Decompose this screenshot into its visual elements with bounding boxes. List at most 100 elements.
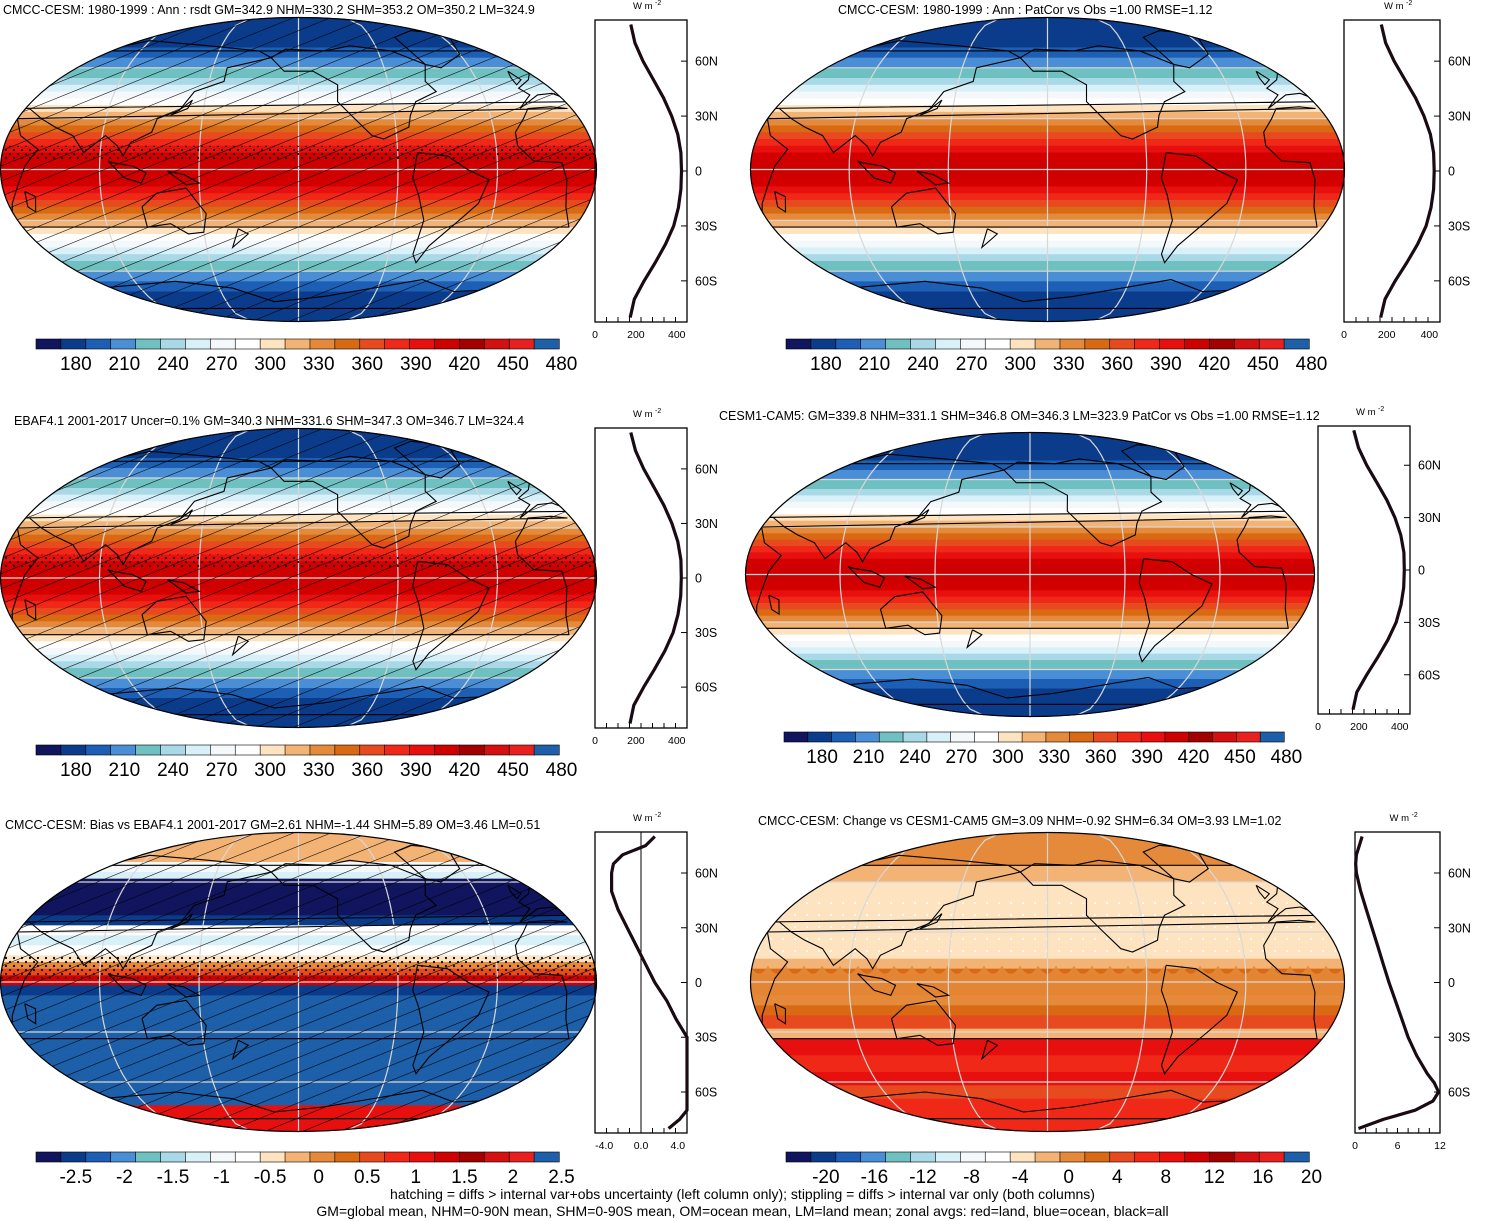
zonal-mean-line	[628, 24, 684, 318]
colorbar-label: 4	[1112, 1167, 1123, 1188]
colorbar-swatch	[284, 338, 311, 350]
panel-title: CMCC-CESM: 1980-1999 : Ann : PatCor vs O…	[838, 3, 1213, 17]
map	[0, 428, 597, 728]
colorbar: 180 210 240 270 300 330 360 390 420 450 480	[785, 338, 1327, 375]
lat-tick-label: 30S	[695, 1031, 717, 1045]
panel-title: CESM1-CAM5: GM=339.8 NHM=331.1 SHM=346.8…	[719, 409, 1320, 423]
x-tick-label: 12	[1434, 1140, 1446, 1152]
x-tick-label: 4.0	[670, 1140, 685, 1152]
colorbar-swatch	[533, 1151, 560, 1163]
lat-tick-label: 30N	[695, 921, 718, 935]
unit-label: W m	[1390, 813, 1410, 824]
meridian	[1091, 17, 1148, 322]
colorbar-swatch	[508, 744, 535, 756]
colorbar-label: 300	[254, 354, 286, 375]
coastline	[774, 1003, 787, 1025]
colorbar-swatch	[1045, 731, 1071, 743]
colorbar-swatch	[984, 338, 1011, 350]
graticule	[750, 832, 1345, 1132]
colorbar-swatch	[533, 338, 560, 350]
x-tick-label: 400	[668, 329, 686, 341]
lat-tick-label: 60S	[695, 1085, 717, 1099]
colorbar-label: -4	[1012, 1167, 1029, 1188]
colorbar-swatch	[878, 731, 904, 743]
zonal-frame	[1343, 19, 1441, 323]
colorbar-swatch	[974, 731, 999, 743]
lat-tick-label: 30S	[1448, 219, 1470, 233]
zonal-frame	[1354, 831, 1441, 1134]
colorbar-swatch	[309, 1151, 336, 1163]
panel-4: CESM1-CAM5: GM=339.8 NHM=331.1 SHM=346.8…	[719, 406, 1441, 768]
colorbar-label: 360	[1101, 354, 1133, 375]
colorbar-swatch	[1164, 731, 1190, 743]
coastline	[980, 228, 999, 250]
colorbar-swatch	[1134, 1151, 1161, 1163]
colorbar-swatch	[459, 1151, 485, 1163]
colorbar-swatch	[1084, 1151, 1111, 1163]
colorbar-swatch	[334, 338, 361, 350]
colorbar-label: 0.5	[354, 1167, 380, 1188]
colorbar-label: 180	[60, 354, 92, 375]
colorbar-swatch	[835, 338, 862, 350]
colorbar-label: 270	[946, 747, 978, 768]
coastline	[1138, 558, 1213, 663]
unit-exponent: -2	[1406, 0, 1412, 7]
coastline	[1160, 964, 1239, 1075]
colorbar: -20 -16 -12 -8 -4 0 4 8 12 16 20	[785, 1151, 1322, 1188]
lat-tick-label: 60S	[1418, 668, 1440, 682]
colorbar-swatch	[1059, 338, 1086, 350]
colorbar-swatch	[210, 1151, 236, 1163]
colorbar-swatch	[334, 1151, 361, 1163]
colorbar-swatch	[885, 1151, 912, 1163]
colorbar-swatch	[984, 1151, 1011, 1163]
lat-tick-label: 30N	[695, 517, 718, 531]
x-tick-label: 0.0	[634, 1140, 649, 1152]
coastlines	[756, 444, 1293, 705]
colorbar-swatch	[835, 1151, 862, 1163]
lat-tick-label: 30N	[1448, 110, 1471, 124]
lat-tick-label: 60N	[695, 55, 718, 69]
lat-tick-label: 60N	[1418, 459, 1441, 473]
map-border	[749, 831, 1346, 1133]
lat-tick-label: 0	[695, 976, 702, 990]
colorbar-swatch	[259, 338, 286, 350]
colorbar-label: 0	[313, 1167, 324, 1188]
map	[745, 432, 1315, 717]
meridian	[1136, 17, 1247, 322]
colorbar-swatch	[1140, 731, 1166, 743]
zonal-mean-line	[1379, 24, 1436, 318]
colorbar-label: -1.5	[157, 1167, 190, 1188]
colorbar-label: 180	[806, 747, 838, 768]
colorbar-label: -16	[861, 1167, 888, 1188]
colorbar-swatch	[831, 731, 857, 743]
unit-exponent: -2	[655, 0, 661, 7]
colorbar-swatch	[860, 338, 887, 350]
coastline	[1003, 458, 1163, 547]
colorbar-swatch	[1009, 338, 1036, 350]
colorbar-label: 390	[400, 760, 432, 781]
coastline	[1255, 70, 1271, 86]
colorbar-label: 420	[449, 354, 481, 375]
colorbar-swatch	[135, 1151, 162, 1163]
meridian	[1136, 832, 1247, 1132]
colorbar-label: -1	[213, 1167, 230, 1188]
coastline	[1019, 45, 1186, 140]
panel-2: CMCC-CESM: 1980-1999 : Ann : PatCor vs O…	[749, 0, 1471, 375]
colorbar-label: 210	[859, 354, 891, 375]
colorbar-swatch	[309, 338, 336, 350]
colorbar-label: 270	[956, 354, 988, 375]
coastline	[919, 99, 943, 116]
colorbar-label: -8	[963, 1167, 980, 1188]
colorbar-label: 480	[1271, 747, 1303, 768]
colorbar-swatch	[384, 744, 411, 756]
colorbar-swatch	[1109, 338, 1136, 350]
colorbar-swatch	[459, 338, 485, 350]
zonal-frame	[594, 19, 688, 323]
colorbar-swatch	[1188, 731, 1214, 743]
x-tick-label: 400	[1391, 721, 1409, 733]
colorbar-swatch	[1034, 338, 1061, 350]
colorbar-swatch	[860, 1151, 887, 1163]
stippling	[0, 955, 597, 979]
colorbar-label: 390	[1131, 747, 1163, 768]
lat-tick-label: 60S	[1448, 274, 1470, 288]
